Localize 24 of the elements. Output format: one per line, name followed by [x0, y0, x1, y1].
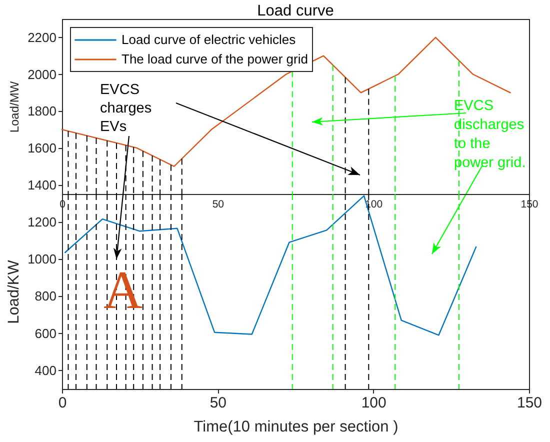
- y-tick-label: 2000: [28, 66, 56, 82]
- x-tick-label: 150: [516, 394, 542, 412]
- y-tick-label: 1200: [28, 214, 56, 230]
- y-tick-label: 800: [34, 288, 56, 304]
- line-series: [64, 195, 477, 336]
- annotation: A: [104, 260, 142, 320]
- annotation: EVCS charges EVs: [100, 82, 152, 135]
- y-tick-label: 2200: [28, 30, 56, 45]
- legend-label: The load curve of the power grid: [122, 52, 308, 66]
- y-tick-label: 1600: [28, 140, 56, 156]
- legend-label: Load curve of electric vehicles: [122, 32, 296, 47]
- y-tick-label: 1000: [28, 252, 56, 266]
- chart-title: Load curve: [257, 2, 334, 20]
- y-tick-label: 600: [34, 326, 56, 341]
- y-tick-label: 1800: [28, 104, 56, 119]
- y-tick-label: 1400: [28, 177, 56, 192]
- y-axis-title: Load/MW: [8, 80, 22, 133]
- x-tick-label: 0: [58, 394, 67, 412]
- x-tick-label: 50: [210, 394, 227, 412]
- x-axis-title: Time(10 minutes per section ): [194, 418, 398, 436]
- y-tick-label: 400: [34, 362, 56, 378]
- y-axis-title: Load/KW: [6, 260, 23, 324]
- x-tick-label: 100: [361, 394, 386, 412]
- x-tick-label: 50: [212, 198, 224, 210]
